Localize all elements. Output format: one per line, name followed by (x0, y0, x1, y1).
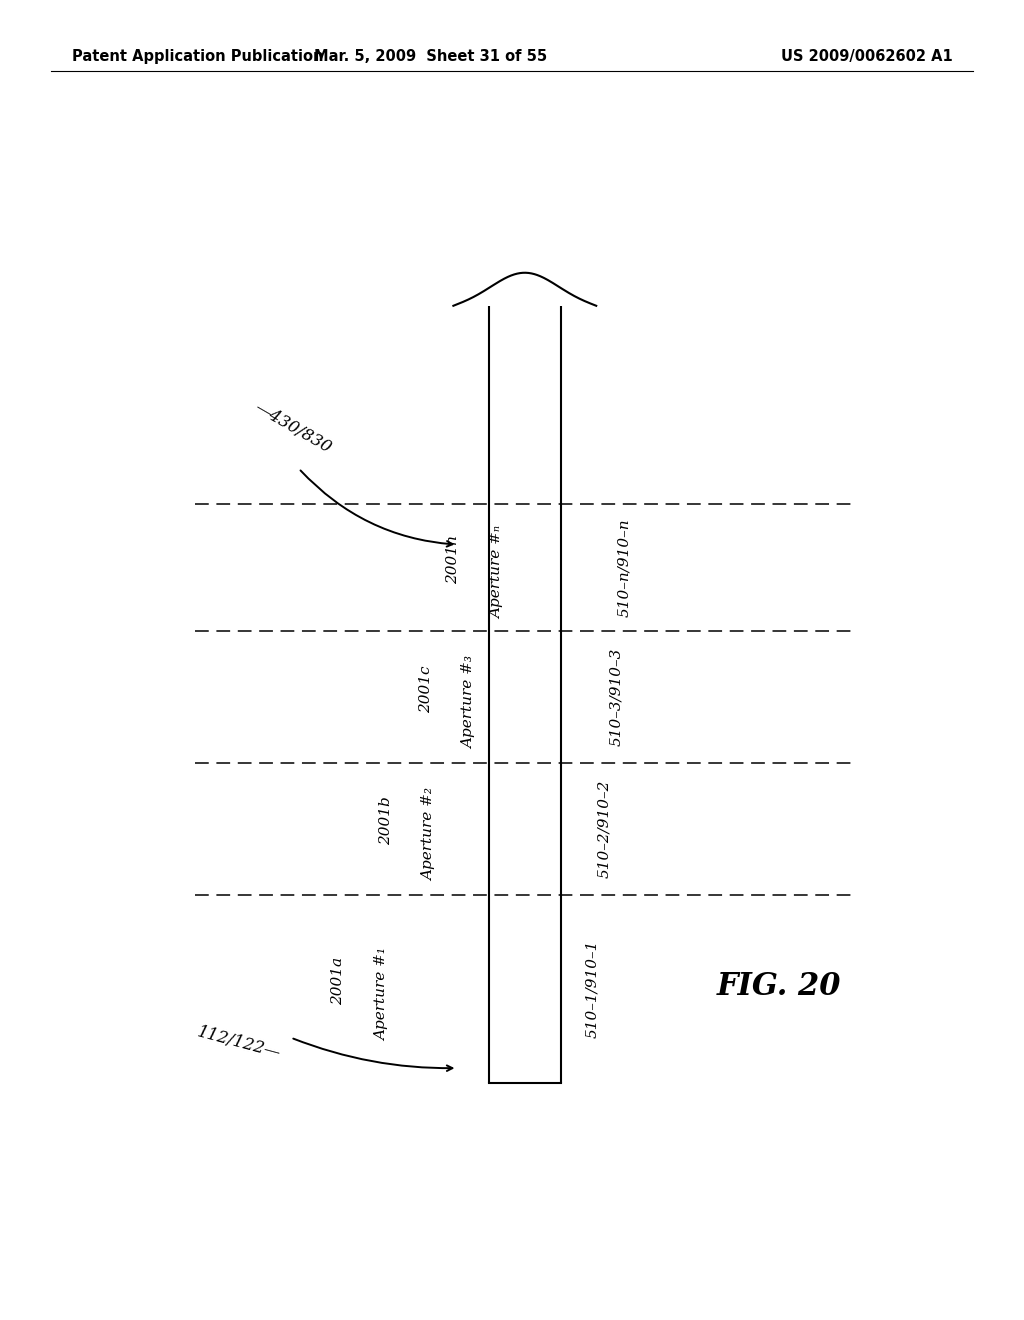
Text: Patent Application Publication: Patent Application Publication (72, 49, 324, 63)
Text: FIG. 20: FIG. 20 (717, 972, 841, 1002)
Text: US 2009/0062602 A1: US 2009/0062602 A1 (780, 49, 952, 63)
Text: Aperture #₂: Aperture #₂ (423, 788, 436, 880)
Text: Mar. 5, 2009  Sheet 31 of 55: Mar. 5, 2009 Sheet 31 of 55 (313, 49, 547, 63)
Text: Aperture #₃: Aperture #₃ (462, 656, 476, 748)
Text: 510–n/910–n: 510–n/910–n (617, 519, 631, 616)
Text: —430/830: —430/830 (251, 399, 334, 457)
Text: 2001n: 2001n (446, 535, 461, 583)
Text: 510–2/910–2: 510–2/910–2 (597, 780, 611, 878)
Text: 2001a: 2001a (332, 957, 345, 1006)
Text: Aperture #ₙ: Aperture #ₙ (490, 527, 504, 619)
Text: 2001c: 2001c (419, 665, 432, 713)
Text: Aperture #₁: Aperture #₁ (375, 948, 389, 1041)
Text: 112/122—: 112/122— (196, 1023, 283, 1063)
Text: 510–1/910–1: 510–1/910–1 (586, 940, 599, 1039)
Text: 510–3/910–3: 510–3/910–3 (609, 648, 623, 746)
Text: 2001b: 2001b (379, 797, 393, 846)
